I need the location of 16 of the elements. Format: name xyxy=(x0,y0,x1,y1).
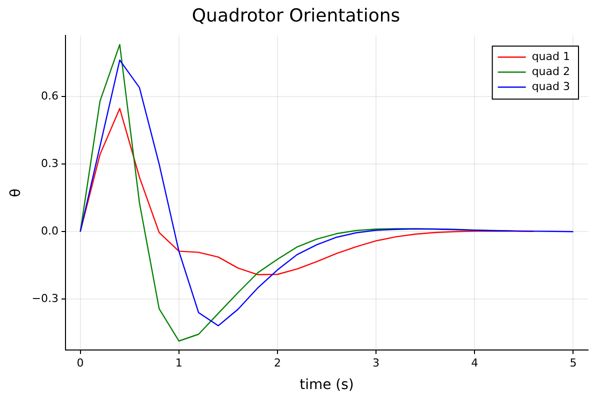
x-tick-label: 0 xyxy=(76,356,84,370)
chart-title: Quadrotor Orientations xyxy=(192,5,400,26)
y-tick-label: 0.6 xyxy=(41,89,59,102)
x-tick-label: 2 xyxy=(274,356,281,370)
x-tick-label: 1 xyxy=(175,356,182,370)
legend-label: quad 2 xyxy=(532,64,570,78)
x-axis-title: time (s) xyxy=(300,377,354,394)
x-tick-label: 5 xyxy=(570,356,577,370)
y-tick-label: −0.3 xyxy=(32,292,59,305)
legend-label: quad 3 xyxy=(532,80,570,93)
y-tick-label: 0.3 xyxy=(41,156,59,170)
y-tick-label: 0.0 xyxy=(41,224,59,238)
y-axis-title: θ xyxy=(8,188,24,198)
x-tick-label: 3 xyxy=(372,356,380,370)
legend-label: quad 1 xyxy=(532,50,570,63)
x-tick-label: 4 xyxy=(471,356,478,370)
